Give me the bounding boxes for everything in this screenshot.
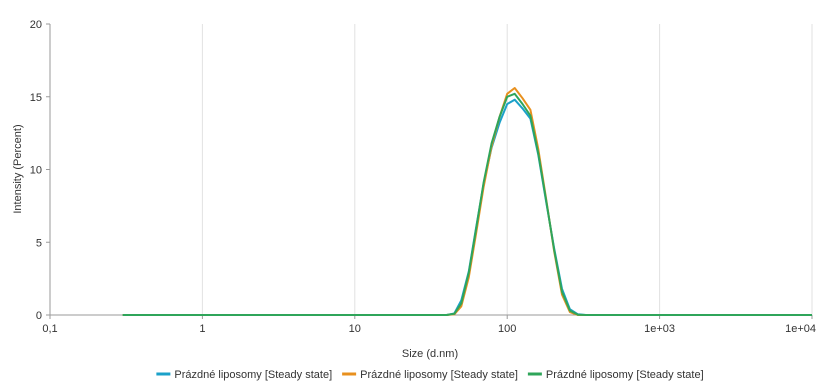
- x-tick-label: 1e+03: [644, 323, 675, 335]
- legend: Prázdné liposomy [Steady state] Prázdné l…: [156, 369, 704, 381]
- y-tick-label: 10: [30, 165, 42, 177]
- y-tick-label: 20: [30, 19, 42, 31]
- legend-item-3: Prázdné liposomy [Steady state]: [527, 369, 704, 381]
- legend-item-1: Prázdné liposomy [Steady state]: [156, 369, 332, 381]
- y-tick-label: 5: [36, 237, 42, 249]
- x-tick-label: 1e+04: [785, 323, 816, 335]
- y-tick-label: 0: [36, 310, 42, 322]
- x-axis-title: Size (d.nm): [402, 348, 458, 360]
- legend-label: Prázdné liposomy [Steady state]: [546, 369, 704, 381]
- series-line-3: [122, 92, 812, 316]
- x-tick-label: 100: [498, 323, 516, 335]
- x-tick-label: 1: [199, 323, 205, 335]
- grid-layer: [49, 24, 813, 315]
- y-tick-label: 15: [30, 92, 42, 104]
- series-layer: [122, 87, 812, 316]
- x-tick-label: 10: [349, 323, 361, 335]
- legend-label: Prázdné liposomy [Steady state]: [360, 369, 518, 381]
- axis-layer: 0,1 1 10 100 1e+03 1e+04 0 5 10 15 20: [30, 19, 816, 335]
- y-axis-title: Intensity (Percent): [12, 124, 24, 213]
- x-tick-label: 0,1: [42, 323, 57, 335]
- legend-label: Prázdné liposomy [Steady state]: [174, 369, 332, 381]
- legend-item-2: Prázdné liposomy [Steady state]: [342, 369, 518, 381]
